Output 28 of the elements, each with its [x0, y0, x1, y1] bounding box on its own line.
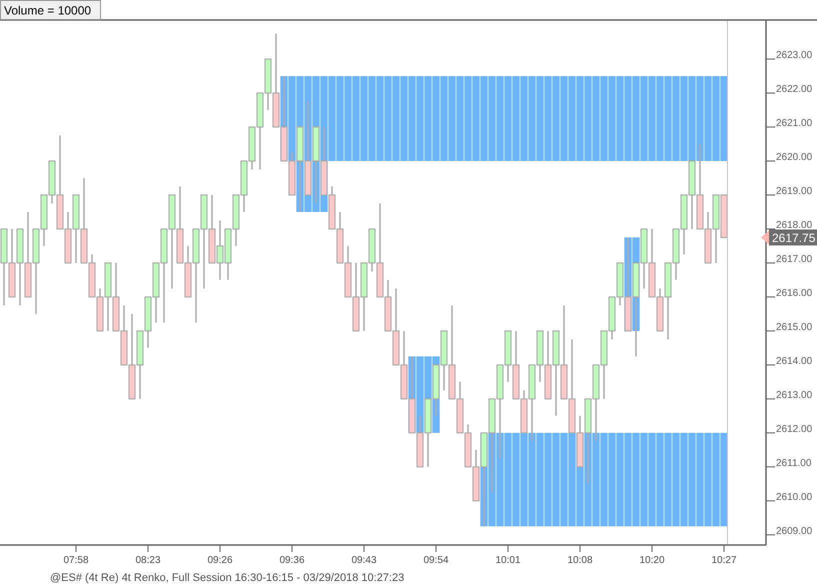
y-tick-label: 2618.00 — [776, 220, 813, 231]
y-tick-label: 2614.00 — [776, 356, 813, 367]
text: 2617.75 — [772, 230, 816, 245]
y-tick-label: 2611.00 — [776, 458, 812, 469]
y-tick-label: 2610.00 — [776, 492, 813, 503]
x-tick-label: 07:58 — [63, 555, 89, 566]
x-tick-label: 10:08 — [567, 555, 593, 566]
x-tick-label: 09:36 — [279, 555, 305, 566]
y-tick-label: 2620.00 — [776, 152, 813, 164]
x-tick-label: 08:23 — [135, 555, 161, 566]
x-tick-label: 10:27 — [711, 555, 737, 566]
text: Volume = 10000 — [4, 4, 92, 18]
x-tick-label: 10:01 — [495, 555, 521, 566]
x-tick-label: 09:43 — [351, 555, 377, 566]
x-tick-label: 10:20 — [639, 555, 665, 566]
y-tick-label: 2619.00 — [776, 186, 813, 197]
text: @ES# (4t Re) 4t Renko, Full Session 16:30-16:15 - 03/29/2018 10:27:23 — [50, 572, 404, 584]
y-tick-label: 2617.00 — [776, 254, 813, 265]
x-tick-label: 09:54 — [423, 555, 449, 566]
y-tick-label: 2622.00 — [776, 84, 813, 96]
y-tick-label: 2613.00 — [776, 390, 813, 401]
y-tick-label: 2615.00 — [776, 322, 813, 333]
y-tick-label: 2616.00 — [776, 288, 813, 299]
x-tick-label: 09:26 — [207, 555, 233, 566]
y-tick-label: 2612.00 — [776, 424, 813, 435]
y-tick-label: 2621.00 — [776, 118, 813, 130]
y-tick-label: 2623.00 — [776, 50, 813, 62]
y-tick-label: 2609.00 — [776, 526, 813, 537]
